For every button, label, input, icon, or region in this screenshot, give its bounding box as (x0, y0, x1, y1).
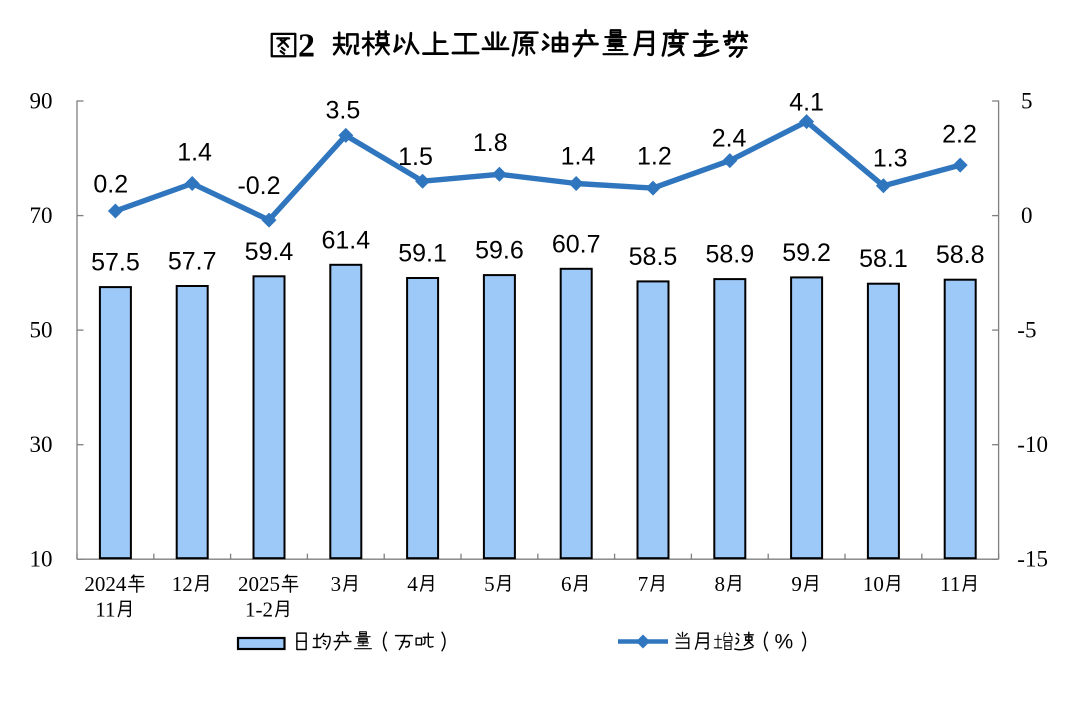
svg-text:58.1: 58.1 (859, 245, 908, 273)
svg-text:-15: -15 (1017, 547, 1048, 572)
svg-text:2.4: 2.4 (712, 125, 747, 153)
svg-text:59.4: 59.4 (245, 238, 294, 266)
svg-text:61.4: 61.4 (321, 226, 370, 254)
svg-text:4: 4 (407, 572, 418, 596)
svg-text:3.5: 3.5 (326, 97, 361, 125)
svg-text:-10: -10 (1017, 432, 1048, 457)
svg-text:59.1: 59.1 (398, 240, 447, 268)
svg-text:9: 9 (791, 572, 802, 596)
svg-text:2024: 2024 (84, 572, 127, 596)
svg-text:1.5: 1.5 (398, 143, 433, 171)
svg-text:0: 0 (1021, 203, 1033, 228)
svg-text:11: 11 (95, 598, 115, 622)
svg-text:1-2: 1-2 (245, 598, 273, 622)
svg-text:5: 5 (1021, 89, 1033, 114)
svg-text:8: 8 (715, 572, 726, 596)
svg-text:50: 50 (30, 318, 53, 343)
svg-text:1.8: 1.8 (473, 129, 508, 157)
svg-text:58.5: 58.5 (629, 243, 678, 271)
svg-text:5: 5 (484, 572, 495, 596)
svg-text:2.2: 2.2 (942, 121, 977, 149)
svg-text:58.8: 58.8 (936, 241, 985, 269)
svg-text:70: 70 (30, 203, 53, 228)
svg-text:57.7: 57.7 (168, 248, 217, 276)
svg-text:10: 10 (30, 547, 53, 572)
svg-text:59.6: 59.6 (475, 237, 524, 265)
svg-text:59.2: 59.2 (782, 239, 831, 267)
svg-text:2025: 2025 (238, 572, 280, 596)
svg-text:%: % (775, 631, 794, 654)
svg-text:1.2: 1.2 (637, 143, 672, 171)
svg-text:90: 90 (30, 89, 53, 114)
svg-text:57.5: 57.5 (91, 249, 140, 277)
svg-text:1.4: 1.4 (177, 139, 212, 167)
svg-text:0.2: 0.2 (93, 170, 128, 198)
svg-text:30: 30 (30, 432, 53, 457)
svg-text:11: 11 (940, 572, 960, 596)
svg-text:1.3: 1.3 (873, 144, 908, 172)
svg-text:6: 6 (561, 572, 572, 596)
svg-text:3: 3 (331, 572, 342, 596)
svg-text:58.9: 58.9 (705, 241, 754, 269)
svg-text:12: 12 (172, 572, 193, 596)
svg-text:-0.2: -0.2 (237, 172, 280, 200)
svg-text:1.4: 1.4 (561, 143, 596, 171)
svg-text:60.7: 60.7 (552, 230, 601, 258)
svg-text:-5: -5 (1017, 318, 1036, 343)
svg-text:10: 10 (863, 572, 884, 596)
svg-text:4.1: 4.1 (789, 89, 824, 117)
svg-text:2: 2 (298, 28, 315, 65)
svg-text:7: 7 (638, 572, 649, 596)
